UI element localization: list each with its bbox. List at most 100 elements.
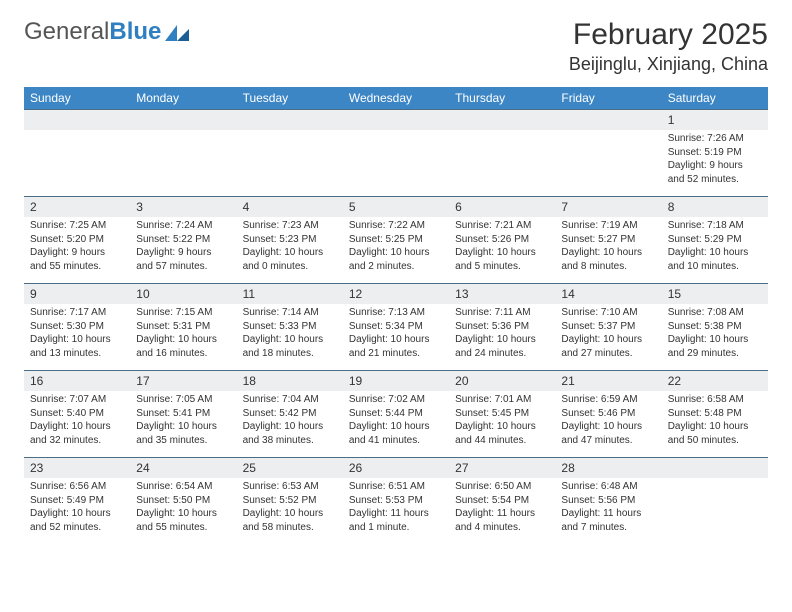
weekday-wednesday: Wednesday: [343, 87, 449, 109]
day-number: 14: [555, 284, 661, 304]
day-info: Sunrise: 7:15 AMSunset: 5:31 PMDaylight:…: [130, 304, 236, 370]
day-number: 4: [237, 197, 343, 217]
daynum-row: 1: [24, 109, 768, 130]
day-info-line: Sunrise: 6:54 AM: [136, 480, 230, 494]
logo-text-1: General: [24, 18, 109, 46]
day-number: 8: [662, 197, 768, 217]
day-info-line: Sunset: 5:23 PM: [243, 233, 337, 247]
day-info-line: Sunrise: 7:22 AM: [349, 219, 443, 233]
day-info: Sunrise: 7:19 AMSunset: 5:27 PMDaylight:…: [555, 217, 661, 283]
day-info-line: Sunset: 5:45 PM: [455, 407, 549, 421]
day-info-line: Sunset: 5:27 PM: [561, 233, 655, 247]
day-info-line: Sunset: 5:49 PM: [30, 494, 124, 508]
header: GeneralBlue February 2025 Beijinglu, Xin…: [24, 18, 768, 75]
day-info-line: Daylight: 11 hours: [561, 507, 655, 521]
day-number: 24: [130, 458, 236, 478]
day-info-line: Sunrise: 7:23 AM: [243, 219, 337, 233]
day-info-line: Daylight: 10 hours: [561, 420, 655, 434]
day-info: Sunrise: 7:04 AMSunset: 5:42 PMDaylight:…: [237, 391, 343, 457]
weekday-tuesday: Tuesday: [237, 87, 343, 109]
day-info: Sunrise: 7:22 AMSunset: 5:25 PMDaylight:…: [343, 217, 449, 283]
day-info: Sunrise: 7:23 AMSunset: 5:23 PMDaylight:…: [237, 217, 343, 283]
day-info-line: Daylight: 10 hours: [30, 333, 124, 347]
day-info-line: and 52 minutes.: [30, 521, 124, 535]
day-number: [237, 110, 343, 130]
day-info-line: Sunset: 5:31 PM: [136, 320, 230, 334]
day-info-line: Sunrise: 7:04 AM: [243, 393, 337, 407]
day-info-line: Daylight: 10 hours: [30, 420, 124, 434]
weekday-friday: Friday: [555, 87, 661, 109]
day-info: [24, 130, 130, 196]
day-info: Sunrise: 6:54 AMSunset: 5:50 PMDaylight:…: [130, 478, 236, 544]
day-info-line: Sunrise: 6:48 AM: [561, 480, 655, 494]
day-number: 1: [662, 110, 768, 130]
day-info-line: and 55 minutes.: [136, 521, 230, 535]
day-info-line: Daylight: 10 hours: [561, 333, 655, 347]
day-info-line: and 24 minutes.: [455, 347, 549, 361]
day-info: Sunrise: 7:01 AMSunset: 5:45 PMDaylight:…: [449, 391, 555, 457]
day-info: Sunrise: 6:51 AMSunset: 5:53 PMDaylight:…: [343, 478, 449, 544]
day-info-line: Sunset: 5:36 PM: [455, 320, 549, 334]
day-info: Sunrise: 6:53 AMSunset: 5:52 PMDaylight:…: [237, 478, 343, 544]
day-info-line: Sunrise: 7:14 AM: [243, 306, 337, 320]
day-info-line: Daylight: 10 hours: [349, 420, 443, 434]
day-info-line: Sunrise: 7:25 AM: [30, 219, 124, 233]
day-info: Sunrise: 6:48 AMSunset: 5:56 PMDaylight:…: [555, 478, 661, 544]
day-info-line: Sunset: 5:30 PM: [30, 320, 124, 334]
day-info-line: Sunrise: 7:24 AM: [136, 219, 230, 233]
day-info: Sunrise: 6:59 AMSunset: 5:46 PMDaylight:…: [555, 391, 661, 457]
day-info: Sunrise: 7:26 AMSunset: 5:19 PMDaylight:…: [662, 130, 768, 196]
info-row: Sunrise: 7:17 AMSunset: 5:30 PMDaylight:…: [24, 304, 768, 370]
day-number: 12: [343, 284, 449, 304]
day-info-line: Daylight: 10 hours: [349, 333, 443, 347]
day-info-line: Sunset: 5:48 PM: [668, 407, 762, 421]
day-info-line: Sunset: 5:19 PM: [668, 146, 762, 160]
day-info-line: Sunset: 5:33 PM: [243, 320, 337, 334]
day-info-line: Sunrise: 7:02 AM: [349, 393, 443, 407]
day-info-line: and 57 minutes.: [136, 260, 230, 274]
day-number: 9: [24, 284, 130, 304]
day-info-line: Sunrise: 6:58 AM: [668, 393, 762, 407]
day-info-line: Sunset: 5:22 PM: [136, 233, 230, 247]
day-number: 28: [555, 458, 661, 478]
day-number: 20: [449, 371, 555, 391]
day-info: [555, 130, 661, 196]
day-info: Sunrise: 7:17 AMSunset: 5:30 PMDaylight:…: [24, 304, 130, 370]
day-info-line: Daylight: 10 hours: [668, 420, 762, 434]
day-info-line: Sunset: 5:50 PM: [136, 494, 230, 508]
day-info-line: Daylight: 10 hours: [455, 246, 549, 260]
day-info-line: and 21 minutes.: [349, 347, 443, 361]
day-info: [449, 130, 555, 196]
daynum-row: 9101112131415: [24, 283, 768, 304]
day-info-line: Daylight: 10 hours: [243, 246, 337, 260]
day-info-line: Sunrise: 7:15 AM: [136, 306, 230, 320]
day-info: Sunrise: 7:14 AMSunset: 5:33 PMDaylight:…: [237, 304, 343, 370]
day-info-line: and 1 minute.: [349, 521, 443, 535]
day-info-line: Daylight: 10 hours: [243, 333, 337, 347]
day-info-line: Daylight: 10 hours: [349, 246, 443, 260]
day-info-line: Sunset: 5:29 PM: [668, 233, 762, 247]
day-number: 19: [343, 371, 449, 391]
day-info-line: Daylight: 10 hours: [30, 507, 124, 521]
day-info-line: and 35 minutes.: [136, 434, 230, 448]
day-info-line: and 50 minutes.: [668, 434, 762, 448]
day-info-line: and 5 minutes.: [455, 260, 549, 274]
day-number: 17: [130, 371, 236, 391]
day-info: Sunrise: 6:50 AMSunset: 5:54 PMDaylight:…: [449, 478, 555, 544]
day-info: Sunrise: 7:08 AMSunset: 5:38 PMDaylight:…: [662, 304, 768, 370]
day-info-line: Daylight: 10 hours: [668, 333, 762, 347]
day-number: [662, 458, 768, 478]
day-info-line: and 47 minutes.: [561, 434, 655, 448]
weekday-sunday: Sunday: [24, 87, 130, 109]
day-info-line: and 52 minutes.: [668, 173, 762, 187]
day-info-line: Sunset: 5:26 PM: [455, 233, 549, 247]
day-info-line: Daylight: 11 hours: [349, 507, 443, 521]
info-row: Sunrise: 7:26 AMSunset: 5:19 PMDaylight:…: [24, 130, 768, 196]
day-info-line: Sunrise: 7:10 AM: [561, 306, 655, 320]
day-number: [449, 110, 555, 130]
day-info-line: Sunset: 5:53 PM: [349, 494, 443, 508]
day-info: [343, 130, 449, 196]
day-info-line: Sunset: 5:20 PM: [30, 233, 124, 247]
day-info-line: Sunrise: 6:56 AM: [30, 480, 124, 494]
day-info: Sunrise: 7:25 AMSunset: 5:20 PMDaylight:…: [24, 217, 130, 283]
